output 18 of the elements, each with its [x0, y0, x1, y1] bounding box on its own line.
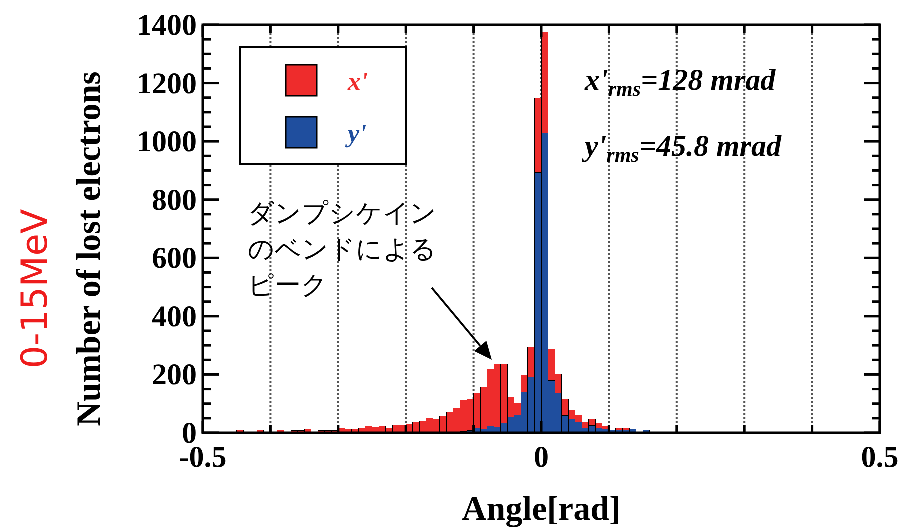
- annotation: y'$_{rms}$=45.8 mrad: [582, 130, 782, 168]
- x-axis-title: Angle[rad]: [462, 491, 621, 528]
- y-tick-label: 400: [152, 300, 197, 334]
- y-tick-label: 600: [152, 242, 197, 276]
- x-tick-label: 0: [534, 441, 549, 474]
- y-axis-title: Number of lost electrons: [71, 72, 108, 426]
- legend-label: x': [347, 67, 368, 96]
- annotation: x'$_{rms}$=128 mrad: [584, 64, 777, 102]
- y-tick-label: 1400: [137, 9, 197, 42]
- legend-label: y': [345, 119, 367, 148]
- x-tick-label: 0.5: [861, 441, 899, 474]
- note: ダンプシケインのベンドによるピーク: [248, 199, 492, 360]
- y-tick-label: 1200: [137, 67, 197, 100]
- y-tick-label: 800: [152, 184, 197, 217]
- y-tick-label: 200: [152, 358, 197, 392]
- annotation: ダンプシケインのベンドによるピーク: [248, 199, 437, 301]
- y-tick-label: 1000: [137, 126, 197, 159]
- text: 0-15MeV: [15, 208, 56, 369]
